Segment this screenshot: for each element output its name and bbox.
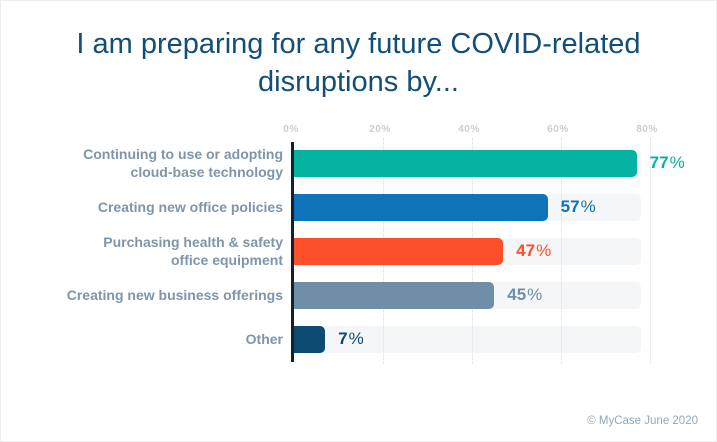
plot-area: 77% 57% 47% 45% 7%: [291, 137, 685, 364]
value-number: 77: [649, 153, 669, 173]
value-number: 47: [516, 241, 536, 261]
gridline: [650, 137, 651, 364]
source-attribution: © MyCase June 2020: [587, 415, 698, 427]
bar-row: 7%: [294, 318, 650, 362]
percent-sign: %: [527, 285, 543, 305]
percent-sign: %: [536, 241, 552, 261]
value-label: 77%: [650, 150, 685, 177]
axis-tick: 80%: [636, 123, 658, 135]
bar: [294, 281, 495, 309]
percent-sign: %: [580, 197, 596, 217]
gridline: [561, 137, 562, 364]
axis-ticks-row: 0% 20% 40% 60% 80%: [283, 114, 657, 142]
value-label: 47%: [516, 238, 551, 265]
value-number: 7: [338, 329, 348, 349]
category-label: Purchasing health & safety office equipm…: [103, 233, 283, 268]
plot-column: 0% 20% 40% 60% 80% 77% 57% 47% 45% 7%: [283, 114, 685, 364]
bar-track: [294, 325, 642, 353]
category-labels: Continuing to use or adopting cloud-base…: [1, 114, 291, 362]
chart-title: I am preparing for any future COVID-rela…: [76, 28, 641, 99]
bar-row: 57%: [294, 186, 650, 230]
bar-chart: Continuing to use or adopting cloud-base…: [1, 114, 716, 364]
bar-row: 77%: [294, 142, 685, 186]
category-label: Other: [245, 330, 283, 347]
axis-tick: 0%: [283, 123, 299, 135]
bar-row: 47%: [294, 230, 650, 274]
value-label: 57%: [561, 194, 596, 221]
bar-row: 45%: [294, 274, 650, 318]
axis-tick: 60%: [547, 123, 569, 135]
value-label: 45%: [507, 282, 542, 309]
category-label: Continuing to use or adopting cloud-base…: [83, 145, 283, 180]
percent-sign: %: [669, 153, 685, 173]
value-number: 45: [507, 285, 527, 305]
category-label: Creating new office policies: [97, 198, 283, 215]
axis-tick: 40%: [458, 123, 480, 135]
value-label: 7%: [338, 326, 364, 353]
bar: [294, 193, 548, 221]
axis-tick: 20%: [369, 123, 391, 135]
bar: [294, 237, 504, 265]
category-label: Creating new business offerings: [66, 286, 283, 303]
bar: [294, 325, 326, 353]
percent-sign: %: [348, 329, 364, 349]
value-number: 57: [560, 197, 580, 217]
bar: [294, 149, 637, 177]
